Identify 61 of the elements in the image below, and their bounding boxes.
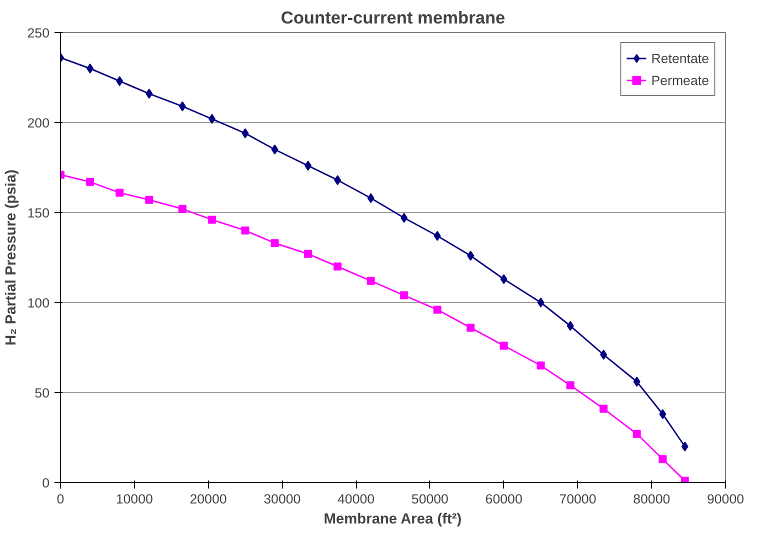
point [680,476,689,482]
x-axis-title: Membrane Area (ft²) [324,512,462,528]
point [145,196,154,204]
y-tick-label: 250 [27,26,50,40]
point [400,291,408,300]
point [304,160,312,171]
point [270,239,279,248]
y-tick-label: 100 [27,296,50,310]
point [178,101,186,112]
point [334,175,342,186]
y-tick-label: 150 [27,206,50,220]
point [304,250,312,258]
point [146,88,153,99]
point [600,350,608,360]
x-tick-label: 60000 [485,492,522,506]
point [633,376,640,387]
y-tick-label: 200 [27,116,50,130]
point [208,114,216,124]
point [566,381,574,390]
x-tick-label: 40000 [338,492,375,506]
legend-label: Permeate [651,72,709,88]
legend-label: Retentate [651,50,709,66]
point [537,298,544,308]
point [178,204,186,213]
point [500,342,508,350]
point [434,230,441,241]
point [86,64,94,74]
point [681,442,688,452]
y-tick-label: 0 [42,476,50,490]
point [500,274,508,284]
point [632,430,641,438]
point [433,306,442,314]
point [366,276,375,285]
point [86,178,94,186]
point [367,193,374,204]
y-axis-title: H₂ Partial Pressure (psia) [3,169,20,346]
point [334,262,342,270]
point [566,320,574,331]
point [659,409,666,420]
point [467,250,474,261]
point [600,404,608,413]
x-tick-label: 20000 [190,492,227,506]
y-tick-label: 50 [34,386,50,400]
x-tick-label: 50000 [411,492,448,506]
point [466,324,475,332]
x-tick-label: 30000 [264,492,301,506]
point [116,76,124,86]
point [400,212,408,223]
x-tick-label: 90000 [706,492,744,506]
x-tick-label: 0 [56,492,64,506]
point [116,188,124,197]
point [536,362,545,370]
x-tick-label: 70000 [559,492,596,506]
x-tick-label: 80000 [633,492,670,506]
point [658,455,667,464]
point [271,144,278,154]
point [241,226,250,234]
point [208,216,216,224]
point [242,128,249,138]
x-tick-label: 10000 [116,492,153,506]
chart-title: Counter-current membrane [280,8,506,28]
